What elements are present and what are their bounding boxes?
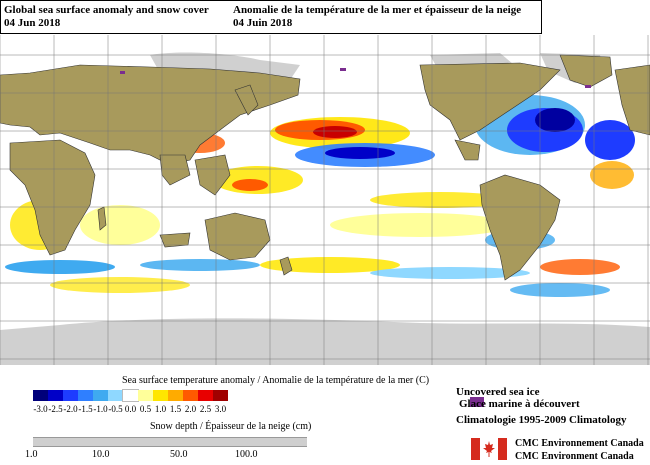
- snow-legend-title: Snow depth / Épaisseur de la neige (cm): [150, 421, 312, 432]
- title-english: Global sea surface anomaly and snow cove…: [4, 4, 209, 30]
- uncovered-sea-ice-swatch: [470, 397, 484, 407]
- map-canvas: [0, 35, 650, 365]
- sst-scale-cell: [78, 390, 93, 401]
- land-australia: [204, 212, 271, 261]
- snow-scale-labels: 1.0 10.0 50.0 100.0: [25, 449, 325, 461]
- sst-scale-label: -0.5: [108, 404, 123, 414]
- sst-anomaly-map: [0, 35, 650, 365]
- snow-depth-bar: [33, 437, 307, 447]
- ice-label-en: Uncovered sea ice: [456, 386, 540, 398]
- land-southeast-asia: [194, 154, 231, 196]
- sst-scale-cell: [213, 390, 228, 401]
- anomaly-patch: [313, 126, 357, 138]
- ice-mark: [120, 71, 125, 74]
- land-new-zealand: [279, 256, 293, 276]
- anomaly-patch: [80, 205, 160, 245]
- land-eurasia: [0, 64, 301, 166]
- anomaly-patch: [510, 283, 610, 297]
- sst-scale-label: 1.0: [154, 404, 167, 414]
- land-greenland: [559, 54, 613, 88]
- snow-scale-label: 1.0: [25, 449, 38, 460]
- land-central-america: [454, 139, 481, 161]
- sst-color-scale: [33, 389, 228, 402]
- sst-scale-cell: [63, 390, 78, 401]
- sst-scale-cell: [198, 390, 213, 401]
- sst-scale-cell: [122, 389, 139, 402]
- sst-legend-title: Sea surface temperature anomaly / Anomal…: [122, 375, 430, 386]
- sst-scale-label: 2.0: [184, 404, 197, 414]
- anomaly-patch: [325, 147, 395, 159]
- snow-scale-label: 50.0: [170, 449, 188, 460]
- title-fr-date: 04 Juin 2018: [233, 17, 293, 29]
- snow-antarctica: [0, 318, 650, 365]
- credit-fr: CMC Environnement Canada: [515, 438, 644, 449]
- land-madagascar: [97, 206, 107, 231]
- ice-mark: [340, 68, 346, 71]
- sst-scale-label: 1.5: [169, 404, 182, 414]
- land-masses: [0, 54, 650, 281]
- anomaly-patch: [232, 179, 268, 191]
- map-grid: [0, 35, 650, 365]
- anomaly-patch: [535, 108, 575, 132]
- sst-scale-cell: [168, 390, 183, 401]
- land-europe-east: [614, 64, 650, 136]
- anomaly-patch: [370, 267, 530, 279]
- title-french: Anomalie de la température de la mer et …: [233, 4, 521, 30]
- ice-label-fr: Glace marine à découvert: [459, 398, 580, 410]
- title-fr-line1: Anomalie de la température de la mer et …: [233, 4, 522, 16]
- title-en-line1: Global sea surface anomaly and snow cove…: [4, 4, 209, 16]
- sst-scale-label: -2.5: [48, 404, 63, 414]
- anomaly-patch: [590, 161, 634, 189]
- sst-scale-label: 3.0: [214, 404, 227, 414]
- anomaly-patch: [585, 120, 635, 160]
- anomaly-patch: [140, 259, 260, 271]
- title-box: Global sea surface anomaly and snow cove…: [0, 0, 542, 34]
- sst-scale-cell: [93, 390, 108, 401]
- sst-scale-label: -3.0: [33, 404, 48, 414]
- sst-scale-cell: [153, 390, 168, 401]
- anomaly-patch: [330, 213, 510, 237]
- ice-mark: [585, 85, 591, 88]
- anomaly-patch: [540, 259, 620, 275]
- sst-scale-cell: [48, 390, 63, 401]
- snow-scale-label: 100.0: [235, 449, 258, 460]
- title-en-date: 04 Jun 2018: [4, 17, 61, 29]
- sst-scale-label: 0.5: [139, 404, 152, 414]
- sst-scale-label: -1.0: [93, 404, 108, 414]
- sst-scale-cell: [33, 390, 48, 401]
- canada-flag-icon: [471, 438, 507, 460]
- anomaly-patch: [370, 192, 510, 208]
- land-north-america: [419, 62, 561, 141]
- uncovered-sea-ice: [120, 68, 591, 88]
- sst-scale-cell: [183, 390, 198, 401]
- snow-scale-label: 10.0: [92, 449, 110, 460]
- sst-scale-label: 2.5: [199, 404, 212, 414]
- sst-scale-label: -1.5: [78, 404, 93, 414]
- sst-scale-cell: [108, 390, 123, 401]
- anomaly-patch: [260, 257, 400, 273]
- land-japan: [234, 84, 259, 116]
- sst-scale-cell: [138, 390, 153, 401]
- anomaly-patches: [5, 83, 635, 297]
- sst-scale-label: 0.0: [124, 404, 137, 414]
- land-india: [159, 154, 191, 186]
- sst-scale-label: -2.0: [63, 404, 78, 414]
- climatology-label: Climatologie 1995-2009 Climatology: [456, 414, 627, 426]
- credit-en: CMC Environment Canada: [515, 451, 634, 462]
- anomaly-patch: [5, 260, 115, 274]
- anomaly-patch: [50, 277, 190, 293]
